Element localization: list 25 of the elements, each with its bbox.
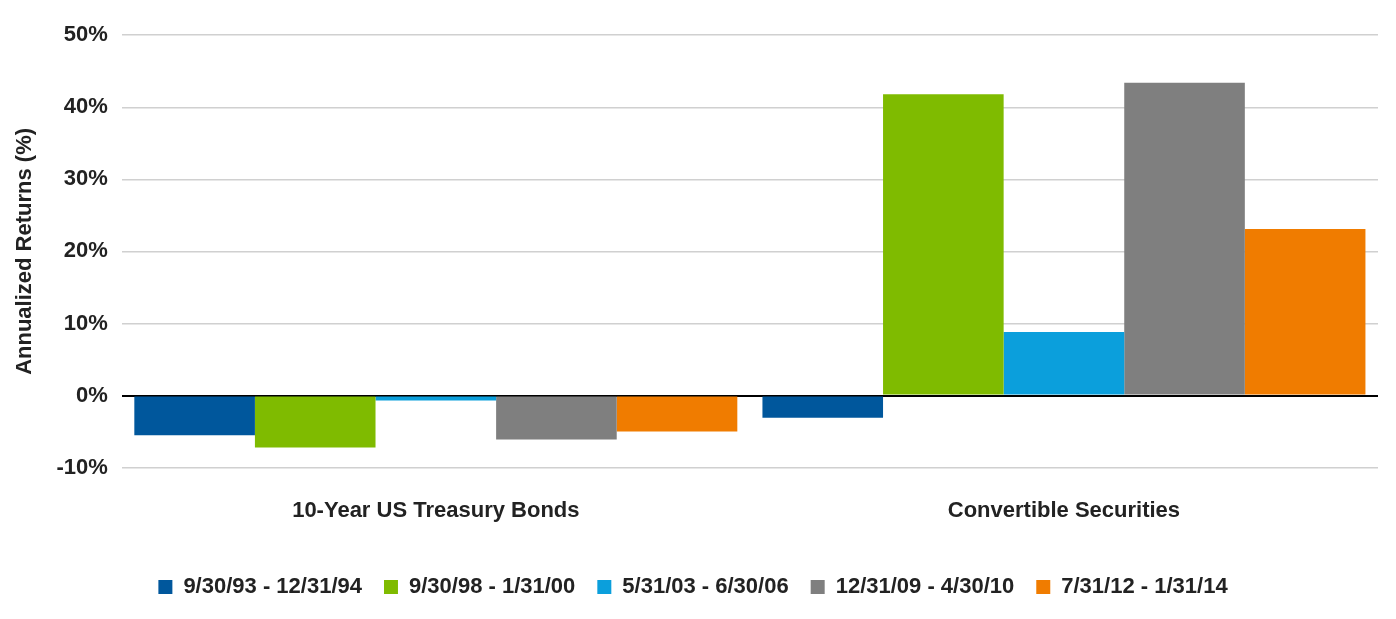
y-axis-title: Annualized Returns (%) bbox=[11, 127, 37, 375]
y-tick-label: 30% bbox=[63, 165, 108, 191]
bar bbox=[496, 396, 617, 440]
y-tick-label: 20% bbox=[63, 237, 108, 263]
bar bbox=[616, 396, 738, 432]
legend-label: 12/31/09 - 4/30/10 bbox=[835, 573, 1015, 599]
bar bbox=[375, 396, 497, 401]
legend-label: 5/31/03 - 6/30/06 bbox=[622, 573, 789, 599]
legend-label: 7/31/12 - 1/31/14 bbox=[1061, 573, 1229, 599]
y-tick-label: 40% bbox=[63, 93, 108, 119]
x-tick-label: Convertible Securities bbox=[947, 496, 1181, 522]
legend-label: 9/30/98 - 1/31/00 bbox=[408, 573, 576, 599]
x-tick-label: 10-Year US Treasury Bonds bbox=[292, 496, 580, 522]
bar bbox=[883, 94, 1004, 395]
y-tick-label: 10% bbox=[63, 309, 108, 335]
y-tick-label: 0% bbox=[75, 381, 108, 407]
bar bbox=[1003, 332, 1125, 395]
bar bbox=[254, 396, 376, 448]
legend-label: 9/30/93 - 12/31/94 bbox=[183, 573, 363, 599]
bar bbox=[1244, 229, 1366, 395]
bar bbox=[762, 396, 884, 418]
y-tick-label: -10% bbox=[56, 453, 108, 479]
bar bbox=[1124, 82, 1245, 395]
bar bbox=[134, 396, 255, 436]
y-tick-label: 50% bbox=[63, 21, 108, 47]
